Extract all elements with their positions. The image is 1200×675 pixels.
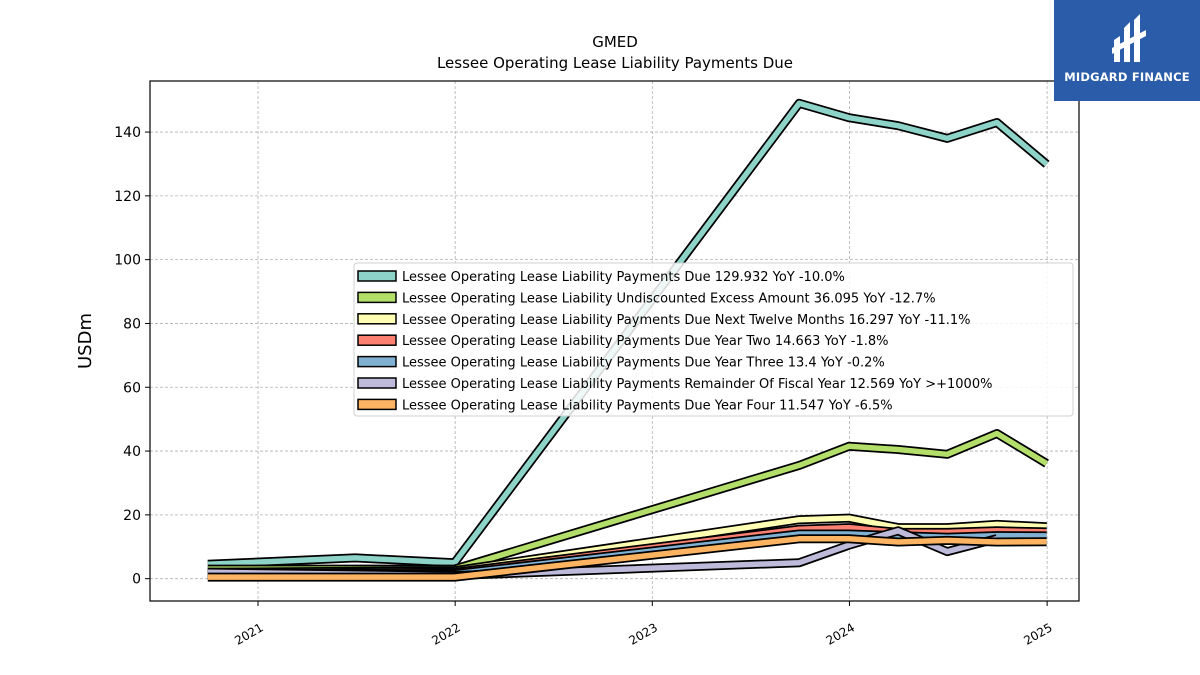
y-tick-label: 120 (114, 189, 141, 205)
legend: Lessee Operating Lease Liability Payment… (353, 262, 1074, 417)
series-line-lessee-operating-lease-liability-undiscounted-excess-amount (207, 430, 1049, 572)
y-tick-label: 140 (114, 125, 141, 141)
legend-entry: Lessee Operating Lease Liability Payment… (402, 334, 888, 349)
legend-entry: Lessee Operating Lease Liability Payment… (402, 356, 885, 371)
y-tick-label: 100 (114, 253, 141, 269)
legend-swatch (357, 313, 397, 325)
legend-entry: Lessee Operating Lease Liability Payment… (402, 270, 845, 285)
legend-swatch (357, 291, 397, 304)
legend-entry: Lessee Operating Lease Liability Payment… (402, 313, 971, 328)
y-tick-label: 20 (123, 508, 141, 524)
brand-logo: MIDGARD FINANCE (1054, 0, 1200, 101)
brand-name: MIDGARD FINANCE (1064, 70, 1190, 84)
legend-swatch (357, 334, 397, 346)
y-tick-label: 80 (123, 316, 141, 332)
y-tick-label: 40 (123, 444, 141, 460)
midgard-logo-icon (1112, 14, 1146, 62)
chart-subtitle: Lessee Operating Lease Liability Payment… (437, 54, 793, 72)
chart-title: GMED (592, 33, 638, 51)
y-tick-label: 60 (123, 380, 141, 396)
x-tick-label: 2022 (429, 620, 462, 647)
legend-swatch (357, 398, 397, 411)
legend-entry: Lessee Operating Lease Liability Undisco… (402, 291, 936, 306)
legend-entry: Lessee Operating Lease Liability Payment… (402, 377, 992, 392)
series-line-lessee-operating-lease-liability-payments-due (207, 100, 1049, 568)
legend-swatch (357, 355, 397, 368)
legend-swatch (357, 270, 397, 282)
y-axis-label: USDm (75, 313, 96, 369)
series-layer (207, 98, 1050, 582)
legend-frame (353, 262, 1074, 417)
x-tick-label: 2025 (1021, 620, 1054, 647)
x-tick-label: 2024 (824, 620, 857, 647)
legend-entry: Lessee Operating Lease Liability Payment… (402, 398, 893, 413)
y-tick-label: 0 (132, 572, 141, 588)
plot-frame (149, 80, 1080, 602)
x-tick-label: 2021 (232, 620, 265, 647)
legend-swatch (357, 377, 397, 389)
series-line-lessee-operating-lease-liability-payments-due-year-four (207, 536, 1047, 580)
x-tick-label: 2023 (626, 620, 659, 647)
